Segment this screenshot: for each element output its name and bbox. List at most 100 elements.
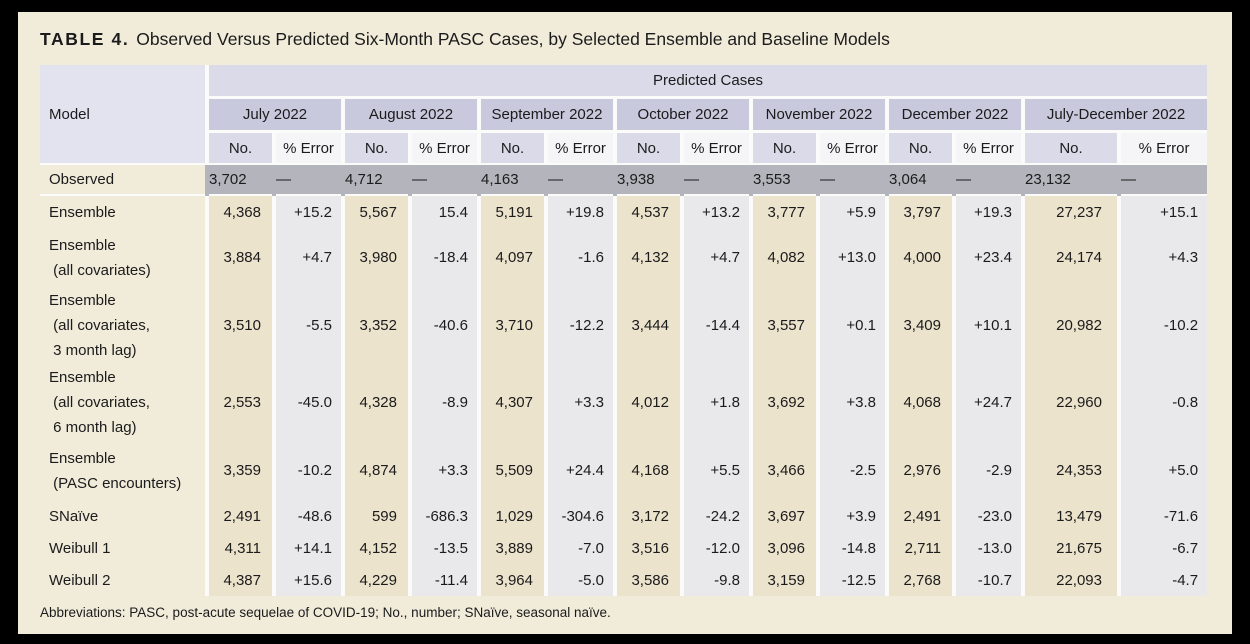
cell-no: 3,096 [749,532,818,564]
cell-error: -45.0 [272,364,343,441]
no-subheader: No. [341,131,410,165]
cell-no: 4,307 [477,364,546,441]
month-header: August 2022 [341,97,479,133]
cell-error: -10.7 [952,564,1023,596]
error-subheader: % Error [272,131,343,165]
cell-error: 15.4 [408,195,479,228]
row-label: Ensemble (PASC encounters) [40,441,207,500]
cell-error: -23.0 [952,500,1023,532]
observed-row: Observed 3,702—4,712—4,163—3,938—3,553—3,… [40,164,1208,196]
cell-error: +3.8 [816,364,887,441]
no-subheader: No. [613,131,682,165]
row-label: Ensemble (all covariates, 6 month lag) [40,364,207,441]
cell-error: +14.1 [272,532,343,564]
cell-no: 24,353 [1021,441,1119,500]
row-label-line: 3 month lag) [49,342,137,359]
cell-error: — [544,164,615,196]
cell-no: 2,768 [885,564,954,596]
cell-no: 4,328 [341,364,410,441]
no-subheader: No. [205,131,274,165]
cell-error: -13.5 [408,532,479,564]
cell-no: 3,710 [477,287,546,364]
cell-no: 3,172 [613,500,682,532]
row-label-line: (all covariates, [49,317,150,334]
cell-no: 22,093 [1021,564,1119,596]
cell-no: 4,537 [613,195,682,228]
no-subheader: No. [477,131,546,165]
cell-error: +4.7 [680,228,751,287]
cell-no: 5,567 [341,195,410,228]
row-label: SNaïve [40,500,207,532]
error-subheader: % Error [544,131,615,165]
cell-error: +13.2 [680,195,751,228]
cell-no: 3,466 [749,441,818,500]
row-label-line: SNaïve [49,507,99,525]
cell-error: -5.5 [272,287,343,364]
cell-no: 3,553 [749,164,818,196]
cell-no: 599 [341,500,410,532]
cell-error: — [1116,164,1208,196]
cell-error: -4.7 [1116,564,1208,596]
cell-no: 1,029 [477,500,546,532]
cell-no: 5,509 [477,441,546,500]
month-header: July-December 2022 [1020,97,1208,133]
row-label-line: Ensemble [49,292,116,309]
predicted-cases-header: Predicted Cases [204,65,1208,99]
row-label-line: (PASC encounters) [49,474,182,492]
cell-no: 23,132 [1021,164,1119,196]
model-row: Weibull 2 4,387 +15.6 4,229 -11.4 3,964 -5.0 3,… [40,564,1208,596]
cell-no: 4,012 [613,364,682,441]
cell-no: 3,409 [885,287,954,364]
cell-error: — [272,164,343,196]
model-row: Ensemble (all covariates, 3 month lag) 3,… [40,287,1208,364]
cell-error: — [680,164,751,196]
model-row: Ensemble (all covariates, 6 month lag) 2,… [40,364,1208,441]
cell-no: 3,359 [205,441,274,500]
table-caption: Observed Versus Predicted Six-Month PASC… [136,29,890,49]
cell-error: -13.0 [952,532,1023,564]
row-label-line: Ensemble [49,369,116,386]
cell-error: +5.9 [816,195,887,228]
row-label: Weibull 1 [40,532,207,564]
row-label-line: Weibull 1 [49,539,111,557]
cell-error: +3.3 [408,441,479,500]
month-header: September 2022 [477,97,615,133]
cell-error: +15.1 [1116,195,1208,228]
cell-no: 5,191 [477,195,546,228]
cell-error: -11.4 [408,564,479,596]
cell-error: -14.4 [680,287,751,364]
cell-no: 22,960 [1021,364,1119,441]
cell-error: -24.2 [680,500,751,532]
cell-error: — [816,164,887,196]
cell-error: +3.3 [544,364,615,441]
cell-error: -686.3 [408,500,479,532]
cell-error: +15.6 [272,564,343,596]
cell-no: 3,889 [477,532,546,564]
cell-no: 4,874 [341,441,410,500]
cell-error: -14.8 [816,532,887,564]
cell-no: 4,229 [341,564,410,596]
row-label-line: Ensemble [49,236,116,254]
cell-no: 4,168 [613,441,682,500]
cell-error: — [408,164,479,196]
row-label-line: Ensemble [49,449,116,467]
cell-no: 3,938 [613,164,682,196]
no-subheader: No. [885,131,954,165]
no-subheader: No. [749,131,818,165]
cell-error: +10.1 [952,287,1023,364]
cell-error: -8.9 [408,364,479,441]
cell-no: 4,712 [341,164,410,196]
cell-no: 3,557 [749,287,818,364]
cell-no: 3,797 [885,195,954,228]
month-header-row: July 2022 August 2022 September 2022 Octobe… [40,97,1208,133]
cell-error: -48.6 [272,500,343,532]
error-subheader: % Error [816,131,887,165]
row-label: Ensemble (all covariates) [40,228,207,287]
cell-no: 3,702 [205,164,274,196]
month-header: November 2022 [749,97,887,133]
cell-error: +24.7 [952,364,1023,441]
month-header: July 2022 [205,97,343,133]
error-subheader: % Error [680,131,751,165]
table-panel: TABLE 4. Observed Versus Predicted Six-Mo… [18,12,1232,634]
